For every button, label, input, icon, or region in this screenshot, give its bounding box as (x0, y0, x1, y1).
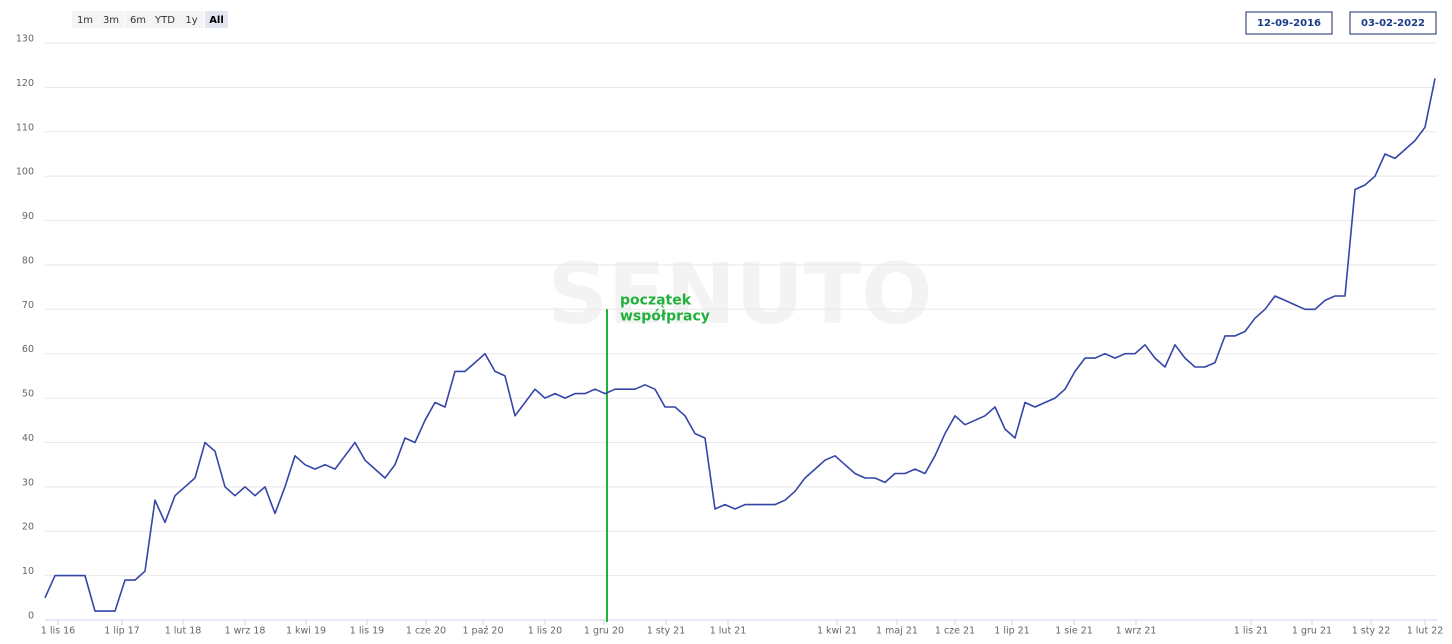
x-tick-label: 1 cze 21 (935, 626, 975, 637)
x-tick-label: 1 sty 21 (647, 626, 685, 637)
y-tick-label: 90 (22, 211, 34, 222)
x-tick-label: 1 lis 20 (528, 626, 562, 637)
annotation-text: współpracy (620, 308, 710, 324)
x-tick-label: 1 lut 21 (710, 626, 747, 637)
range-button[interactable] (205, 11, 228, 28)
y-tick-label: 130 (16, 34, 34, 45)
y-tick-label: 80 (22, 255, 34, 266)
x-tick-label: 1 maj 21 (876, 626, 918, 637)
x-tick-label: 1 wrz 21 (1116, 626, 1157, 637)
date-input-value[interactable]: 03-02-2022 (1361, 18, 1425, 29)
watermark: SENUTO (547, 245, 932, 343)
y-tick-label: 70 (22, 300, 34, 311)
annotation-text: początek (620, 292, 692, 308)
y-tick-label: 120 (16, 78, 34, 89)
x-tick-label: 1 lis 21 (1234, 626, 1268, 637)
x-tick-label: 1 lip 21 (994, 626, 1029, 637)
range-button-label[interactable]: All (209, 15, 224, 26)
range-button-label[interactable]: YTD (154, 15, 175, 26)
y-tick-label: 40 (22, 433, 34, 444)
x-tick-label: 1 wrz 18 (225, 626, 266, 637)
x-tick-label: 1 sty 22 (1352, 626, 1390, 637)
range-button[interactable] (72, 11, 98, 28)
range-button-label[interactable]: 1m (77, 15, 93, 26)
x-tick-label: 1 cze 20 (406, 626, 446, 637)
x-tick-label: 1 lis 16 (41, 626, 75, 637)
series-line (44, 78, 1436, 612)
x-tick-label: 1 lut 22 (1407, 626, 1444, 637)
date-input-value[interactable]: 12-09-2016 (1257, 18, 1321, 29)
x-tick-label: 1 sie 21 (1055, 626, 1093, 637)
y-tick-label: 20 (22, 522, 34, 533)
date-input[interactable] (1245, 11, 1333, 35)
y-tick-label: 50 (22, 389, 34, 400)
x-tick-label: 1 gru 20 (584, 626, 624, 637)
x-tick-label: 1 kwi 19 (286, 626, 326, 637)
range-button[interactable] (151, 11, 179, 28)
y-tick-label: 60 (22, 344, 34, 355)
date-input[interactable] (1349, 11, 1437, 35)
range-button[interactable] (179, 11, 204, 28)
x-tick-label: 1 gru 21 (1292, 626, 1332, 637)
range-button[interactable] (98, 11, 124, 28)
y-tick-label: 110 (16, 122, 34, 133)
range-button-label[interactable]: 3m (103, 15, 119, 26)
y-tick-label: 30 (22, 477, 34, 488)
y-tick-label: 100 (16, 167, 34, 178)
x-tick-label: 1 lip 17 (104, 626, 139, 637)
range-button[interactable] (125, 11, 151, 28)
range-button-label[interactable]: 1y (185, 15, 197, 26)
x-tick-label: 1 paź 20 (462, 626, 503, 637)
x-tick-label: 1 lis 19 (350, 626, 384, 637)
y-tick-label: 0 (28, 611, 34, 622)
x-tick-label: 1 kwi 21 (817, 626, 857, 637)
y-tick-label: 10 (22, 566, 34, 577)
range-button-label[interactable]: 6m (130, 15, 146, 26)
x-tick-label: 1 lut 18 (165, 626, 202, 637)
